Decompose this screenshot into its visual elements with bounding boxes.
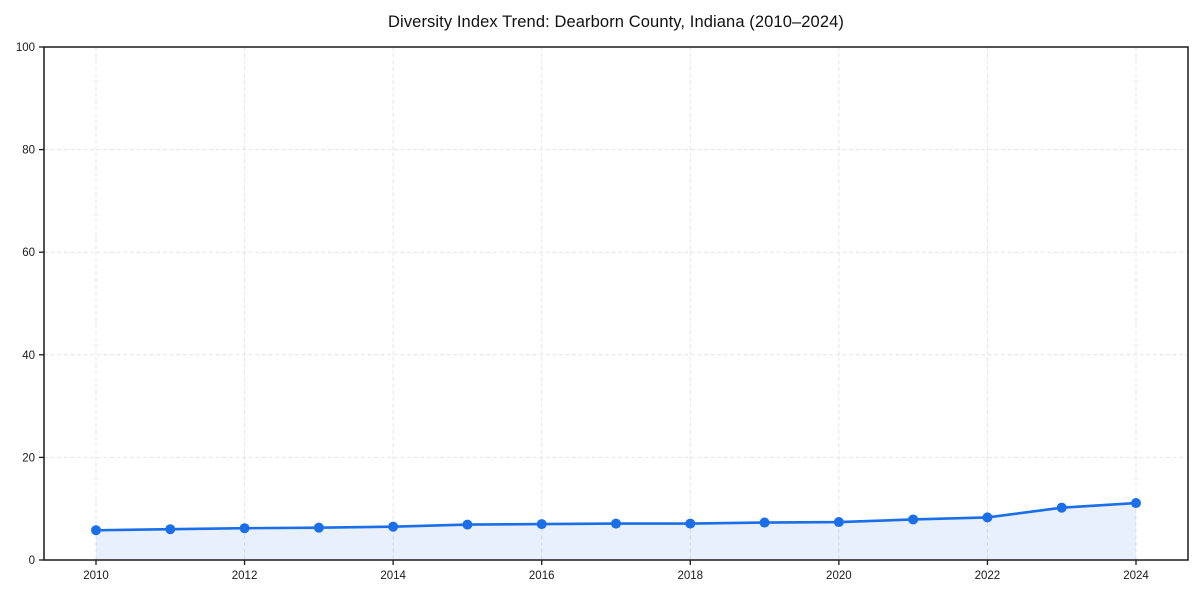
data-point-marker: [1056, 502, 1067, 513]
area-fill: [96, 503, 1136, 560]
y-tick-label: 80: [22, 145, 35, 157]
x-tick-label: 2018: [677, 570, 703, 582]
y-tick-label: 60: [22, 247, 35, 259]
data-point-marker: [165, 524, 176, 535]
y-tick-label: 40: [22, 350, 35, 362]
x-tick-label: 2012: [232, 570, 258, 582]
data-point-marker: [536, 519, 547, 530]
data-point-marker: [313, 522, 324, 533]
x-tick-label: 2010: [83, 570, 109, 582]
data-point-marker: [685, 518, 696, 529]
y-tick-label: 20: [22, 452, 35, 464]
data-point-marker: [908, 514, 919, 525]
data-point-marker: [833, 517, 844, 528]
x-tick-label: 2022: [975, 570, 1001, 582]
data-point-marker: [462, 519, 473, 530]
x-tick-label: 2024: [1123, 570, 1149, 582]
data-point-marker: [388, 521, 399, 532]
data-point-marker: [759, 517, 770, 528]
y-tick-label: 0: [29, 555, 35, 567]
data-point-marker: [611, 518, 621, 529]
plot-frame: [43, 46, 1189, 561]
data-point-marker: [239, 523, 250, 534]
x-tick-label: 2020: [826, 570, 852, 582]
data-point-marker: [982, 512, 993, 523]
chart-title: Diversity Index Trend: Dearborn County, …: [388, 13, 844, 31]
x-tick-label: 2014: [380, 570, 406, 582]
data-point-marker: [1131, 498, 1141, 509]
x-tick-label: 2016: [529, 570, 555, 582]
y-tick-label: 100: [16, 42, 35, 54]
data-point-marker: [91, 525, 101, 536]
